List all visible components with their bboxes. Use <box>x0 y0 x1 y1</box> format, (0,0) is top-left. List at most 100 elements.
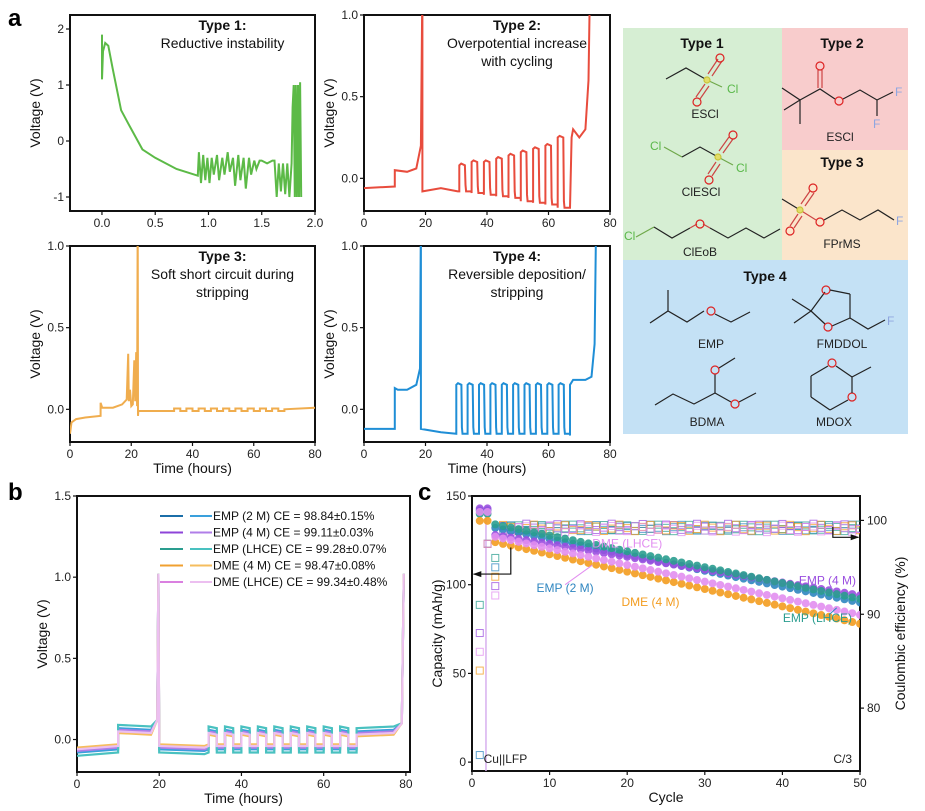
capacity-point <box>770 592 779 601</box>
ce-point <box>801 522 810 531</box>
x-tick-label: 1.0 <box>200 216 217 230</box>
capacity-point <box>483 516 492 525</box>
capacity-point <box>793 582 802 591</box>
ce-point <box>530 520 539 529</box>
series-line <box>364 15 591 209</box>
y-tick-label: 1.0 <box>54 570 71 584</box>
capacity-point <box>576 545 585 554</box>
ce-point <box>491 563 500 572</box>
molecule-label-cleob: ClEoB <box>683 245 717 259</box>
ce-point <box>483 539 492 548</box>
chart-a1: 0.0 0.5 1.0 1.5 2.0 -1 0 1 2 Voltage (V) Type 1: Re… <box>27 14 324 230</box>
ce-point <box>801 527 810 536</box>
ce-point <box>576 526 585 535</box>
capacity-point <box>522 526 531 535</box>
capacity-point <box>592 554 601 563</box>
chart-subtitle: Overpotential increase <box>447 35 587 51</box>
ce-point <box>840 522 849 531</box>
annotation-leader <box>828 607 838 616</box>
capacity-point <box>553 546 562 555</box>
ce-point <box>630 522 639 531</box>
y-tick-label: 0.0 <box>47 402 64 416</box>
x-tick-label: 0 <box>361 447 368 461</box>
ce-point <box>762 528 771 537</box>
capacity-point <box>646 566 655 575</box>
capacity-point <box>599 562 608 571</box>
x-axis-label: Time (hours) <box>448 460 527 476</box>
atom-cl: Cl <box>624 229 635 243</box>
chart-title: Type 4: <box>493 248 541 264</box>
molecule-emp <box>649 290 751 324</box>
y-tick-label: 0.5 <box>47 321 64 335</box>
x-tick-label: 20 <box>419 216 433 230</box>
y-axis-label: Capacity (mAh/g) <box>429 579 445 687</box>
ce-point <box>491 553 500 562</box>
series-annotation: DME (LHCE) <box>592 536 662 550</box>
capacity-point <box>638 564 647 573</box>
molecule-type2 <box>781 61 894 124</box>
molecule-clescl <box>663 130 738 185</box>
capacity-point <box>623 561 632 570</box>
capacity-point <box>685 581 694 590</box>
capacity-point <box>747 587 756 596</box>
legend-label: EMP (4 M) CE = 99.11±0.03% <box>213 526 374 540</box>
left-arrowhead <box>472 571 482 578</box>
capacity-point <box>786 604 795 613</box>
ce-point <box>592 528 601 537</box>
capacity-point <box>599 556 608 565</box>
capacity-point <box>856 594 860 603</box>
capacity-point <box>615 565 624 574</box>
capacity-point <box>685 574 694 583</box>
capacity-point <box>599 542 608 551</box>
ce-point <box>662 521 670 530</box>
y-axis-label: Voltage (V) <box>321 78 337 147</box>
y-tick-label: 1.0 <box>47 239 64 253</box>
y-tick-label: 1.5 <box>54 489 71 503</box>
chart-subtitle: stripping <box>491 284 544 300</box>
x-tick-label: 0.0 <box>94 216 111 230</box>
capacity-point <box>630 562 639 571</box>
chart-subtitle: with cycling <box>480 53 553 69</box>
ce-point <box>646 527 655 536</box>
atom-cl: Cl <box>727 82 738 96</box>
capacity-point <box>716 580 725 589</box>
legend-label: DME (LHCE) CE = 99.34±0.48% <box>213 575 388 589</box>
left-axis-arrow <box>473 547 512 575</box>
ce-point <box>475 600 484 609</box>
x-tick-label: 1.5 <box>253 216 270 230</box>
ce-point <box>739 520 748 529</box>
ce-point <box>840 523 849 532</box>
ce-point <box>739 525 748 534</box>
ce-point <box>793 527 802 536</box>
ce-point <box>708 527 717 536</box>
capacity-point <box>584 558 593 567</box>
ce-point <box>778 521 787 530</box>
capacity-point <box>514 525 523 534</box>
capacity-point <box>592 560 601 569</box>
chart-a4: 0 20 40 60 80 0.0 0.5 1.0 Time (hours) Voltage (V… <box>321 239 617 476</box>
atom-cl: Cl <box>736 161 747 175</box>
capacity-point <box>840 616 849 625</box>
legend-label: EMP (2 M) CE = 98.84±0.15% <box>213 509 375 523</box>
ce-point <box>716 527 725 536</box>
ce-point <box>654 525 663 534</box>
ce-point <box>491 591 500 600</box>
capacity-point <box>646 572 655 581</box>
capacity-point <box>708 564 717 573</box>
y-tick-label: 0.5 <box>341 90 358 104</box>
capacity-point <box>483 507 492 516</box>
ce-point <box>770 524 779 533</box>
chart-title: Type 1: <box>199 17 247 33</box>
capacity-point <box>607 564 616 573</box>
molecule-escl <box>665 53 725 107</box>
capacity-point <box>530 541 539 550</box>
capacity-point <box>545 550 554 559</box>
capacity-point <box>693 575 702 584</box>
capacity-point <box>716 588 725 597</box>
x-axis-label: Time (hours) <box>153 460 232 476</box>
molecule-fprms <box>781 183 895 236</box>
capacity-point <box>824 612 833 621</box>
ce-point <box>856 525 860 534</box>
ce-point <box>630 527 639 536</box>
molecule-mdox <box>810 358 872 411</box>
